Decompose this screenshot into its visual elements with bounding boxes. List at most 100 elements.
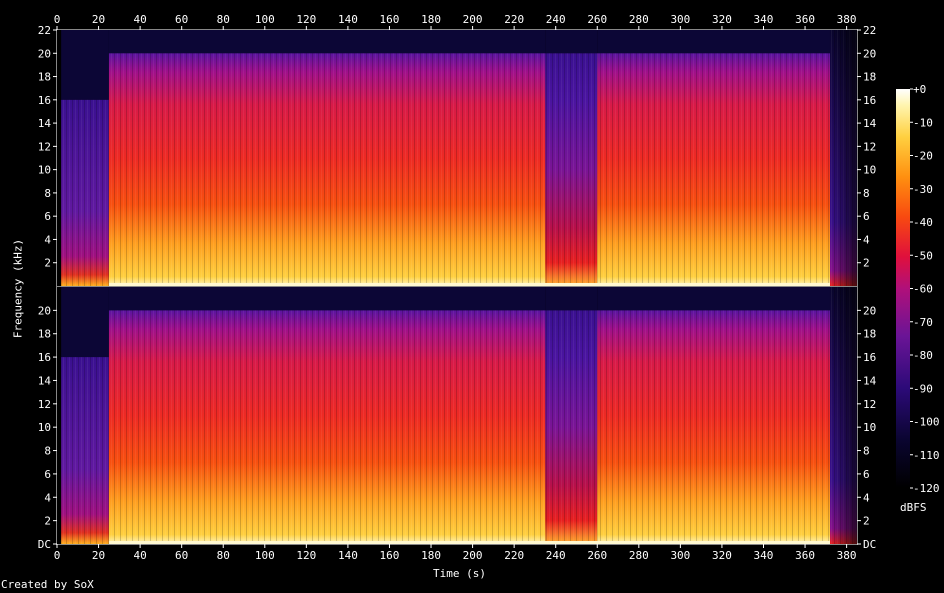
fade-overlay [829,287,857,544]
y-tick-label: 18 [38,328,51,341]
y-tick-label: 12 [863,140,876,153]
y-tick-label: 10 [863,164,876,177]
colorbar-tick-label: -10 [913,116,933,129]
colorbar-tick-label: -50 [913,249,933,262]
segment-texture [61,99,109,287]
x-tick-label: 100 [255,549,275,562]
colorbar-tick-label: -110 [913,449,940,462]
segment-texture [545,53,598,286]
segment-texture [545,310,598,544]
segment-above-cutoff [61,30,109,100]
segment-above-cutoff [597,30,830,54]
y-tick-label: 14 [863,374,877,387]
x-tick-label: 200 [463,549,483,562]
segment-texture [61,357,109,544]
colorbar-tick-label: -40 [913,216,933,229]
colorbar-tick-label: +0 [913,83,926,96]
x-tick-label: 60 [175,549,188,562]
segment-above-cutoff [61,287,109,358]
y-tick-label: 22 [38,24,51,37]
x-tick-label: 120 [296,13,316,26]
spectrogram-channel-2 [57,287,857,544]
y-tick-label: 10 [863,421,876,434]
y-tick-label: 2 [44,515,51,528]
y-tick-label: 8 [863,187,870,200]
y-tick-label: DC [38,538,51,551]
x-tick-label: 240 [546,549,566,562]
x-axis-label: Time (s) [433,567,486,580]
y-tick-label: 20 [863,304,876,317]
y-tick-label: 4 [863,491,870,504]
y-tick-label: 18 [863,328,876,341]
y-tick-label: 18 [38,71,51,84]
y-axis-label: Frequency (kHz) [11,238,25,339]
y-tick-label: 14 [38,374,52,387]
segment-above-cutoff [545,287,598,311]
colorbar-tick-label: -80 [913,349,933,362]
x-tick-label: 320 [712,13,732,26]
y-tick-label: 22 [863,24,876,37]
dc-band [108,541,830,544]
y-tick-label: 6 [863,468,870,481]
y-tick-label: 8 [44,445,51,458]
colorbar-unit-label: dBFS [900,501,927,514]
x-tick-label: 140 [338,549,358,562]
y-tick-label: 20 [38,47,51,60]
x-tick-label: 360 [795,549,815,562]
y-tick-label: 8 [44,187,51,200]
y-tick-label: 2 [863,515,870,528]
segment-texture [597,53,830,286]
y-tick-label: 18 [863,71,876,84]
x-tick-label: 340 [754,13,774,26]
x-tick-label: 60 [175,13,188,26]
segment-texture [108,53,546,286]
y-tick-label: 12 [863,398,876,411]
y-tick-label: 2 [863,257,870,270]
colorbar-tick-label: -20 [913,150,933,163]
y-tick-label: 10 [38,421,51,434]
y-tick-label: 16 [38,351,51,364]
x-tick-label: 80 [217,13,230,26]
x-tick-label: 220 [504,549,524,562]
x-tick-label: 280 [629,549,649,562]
y-tick-label: 10 [38,164,51,177]
x-tick-label: 200 [463,13,483,26]
x-tick-label: 300 [670,13,690,26]
x-tick-label: 220 [504,13,524,26]
x-tick-label: 240 [546,13,566,26]
spectrogram-channel-1 [57,30,857,287]
y-tick-label: 16 [38,94,51,107]
colorbar-tick-label: -120 [913,482,940,495]
colorbar-tick-label: -70 [913,316,933,329]
y-tick-label: 14 [38,117,52,130]
colorbar: +0 -10 -20 -30 -40 -50 -60 -70 -80 -90 -100 -110 -12… [896,83,940,495]
colorbar-tick-label: -100 [913,416,940,429]
x-tick-label: 180 [421,549,441,562]
y-tick-label: 4 [44,233,51,246]
x-tick-label: 40 [133,13,146,26]
x-tick-label: 120 [296,549,316,562]
y-tick-label: 16 [863,94,876,107]
x-tick-label: 80 [217,549,230,562]
x-tick-label: 140 [338,13,358,26]
x-tick-label: 180 [421,13,441,26]
colorbar-tick-label: -90 [913,382,933,395]
x-tick-label: 280 [629,13,649,26]
segment-above-cutoff [108,30,546,54]
x-tick-label: 260 [587,13,607,26]
x-tick-label: 160 [380,549,400,562]
x-tick-label: 340 [754,549,774,562]
x-tick-label: 360 [795,13,815,26]
x-tick-label: 320 [712,549,732,562]
y-tick-label: 16 [863,351,876,364]
segment-above-cutoff [108,287,546,311]
y-tick-label: 12 [38,398,51,411]
y-tick-label: 6 [863,210,870,223]
x-tick-label: 0 [54,13,61,26]
panel-frame [56,286,858,545]
y-tick-label: 2 [44,257,51,270]
colorbar-tick-label: -60 [913,283,933,296]
dc-band [108,283,830,286]
x-tick-label: 20 [92,549,105,562]
